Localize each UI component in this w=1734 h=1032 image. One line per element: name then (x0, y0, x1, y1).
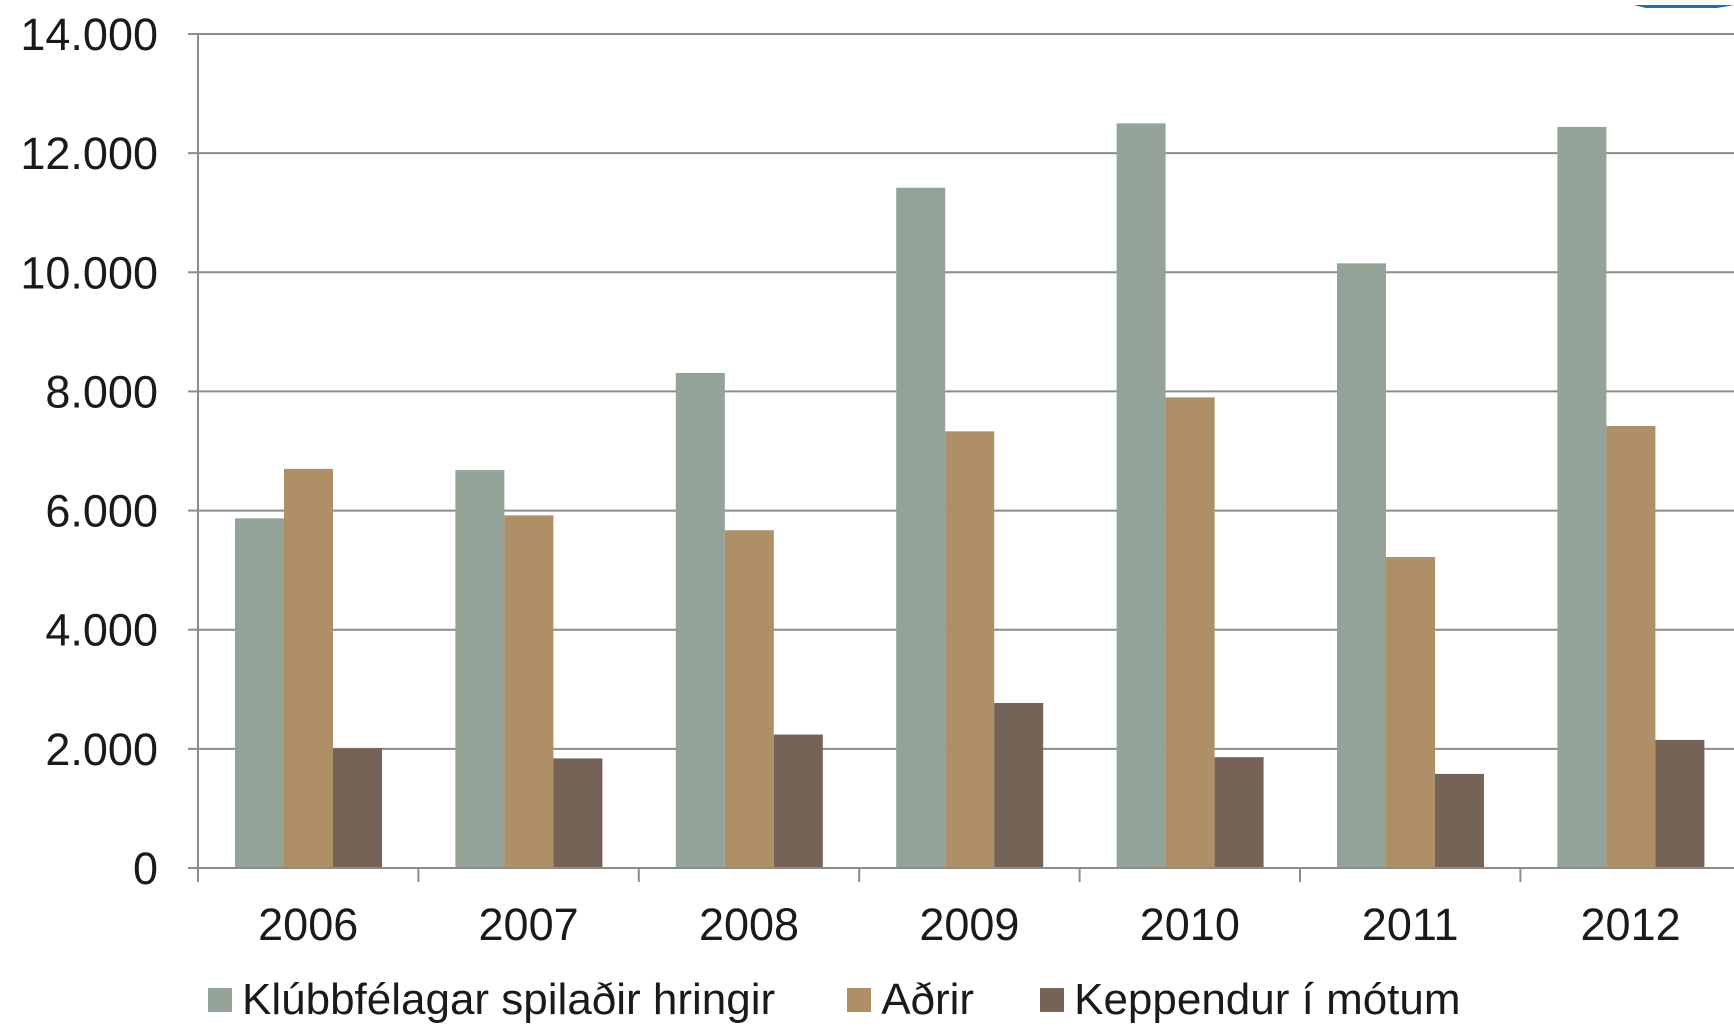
x-tick-label: 2012 (1581, 899, 1681, 950)
legend-label: Keppendur í mótum (1074, 975, 1460, 1025)
x-tick-label: 2006 (258, 899, 358, 950)
legend-item-series-3: Keppendur í mótum (1040, 975, 1460, 1025)
y-tick-label: 12.000 (20, 128, 158, 179)
bar (504, 515, 553, 868)
y-tick-label: 14.000 (20, 9, 158, 60)
y-tick-label: 2.000 (45, 724, 158, 775)
bar (553, 758, 602, 868)
bar (284, 469, 333, 868)
legend-label: Klúbbfélagar spilaðir hringir (242, 975, 775, 1025)
bar (1655, 740, 1704, 868)
bar (1215, 757, 1264, 868)
x-tick-label: 2011 (1362, 899, 1459, 950)
x-tick-label: 2008 (699, 899, 799, 950)
bar (235, 518, 284, 868)
bar (1386, 557, 1435, 868)
x-tick-label: 2010 (1140, 899, 1240, 950)
bar (994, 703, 1043, 868)
x-tick-label: 2007 (479, 899, 579, 950)
bar (1337, 263, 1386, 868)
y-tick-label: 4.000 (45, 605, 158, 656)
bars (235, 123, 1704, 868)
legend-swatch (208, 988, 232, 1012)
bar (1166, 397, 1215, 868)
y-tick-label: 6.000 (45, 486, 158, 537)
legend-item-series-1: Klúbbfélagar spilaðir hringir (208, 975, 775, 1025)
y-tick-label: 0 (133, 843, 158, 894)
bar (1117, 123, 1166, 868)
bar (676, 373, 725, 868)
y-tick-label: 8.000 (45, 366, 158, 417)
bar (1606, 426, 1655, 868)
bar (333, 748, 382, 868)
bar (1435, 774, 1484, 868)
logo-fragment (1604, 0, 1734, 8)
bar (725, 530, 774, 868)
bar (1557, 127, 1606, 868)
x-tick-label: 2009 (919, 899, 1019, 950)
bar (455, 470, 504, 868)
bar (945, 431, 994, 868)
y-tick-label: 10.000 (20, 247, 158, 298)
y-tick-labels: 0 2.000 4.000 6.000 8.000 10.000 12.000 14.000 (20, 9, 158, 894)
legend-swatch (1040, 988, 1064, 1012)
legend-label: Aðrir (881, 975, 974, 1025)
legend-swatch (847, 988, 871, 1012)
bar (774, 735, 823, 868)
bar (896, 188, 945, 868)
legend-item-series-2: Aðrir (847, 975, 974, 1025)
x-tick-labels: 2006 2007 2008 2009 2010 2011 2012 (258, 899, 1681, 950)
legend: Klúbbfélagar spilaðir hringir Aðrir Kepp… (208, 975, 1461, 1025)
